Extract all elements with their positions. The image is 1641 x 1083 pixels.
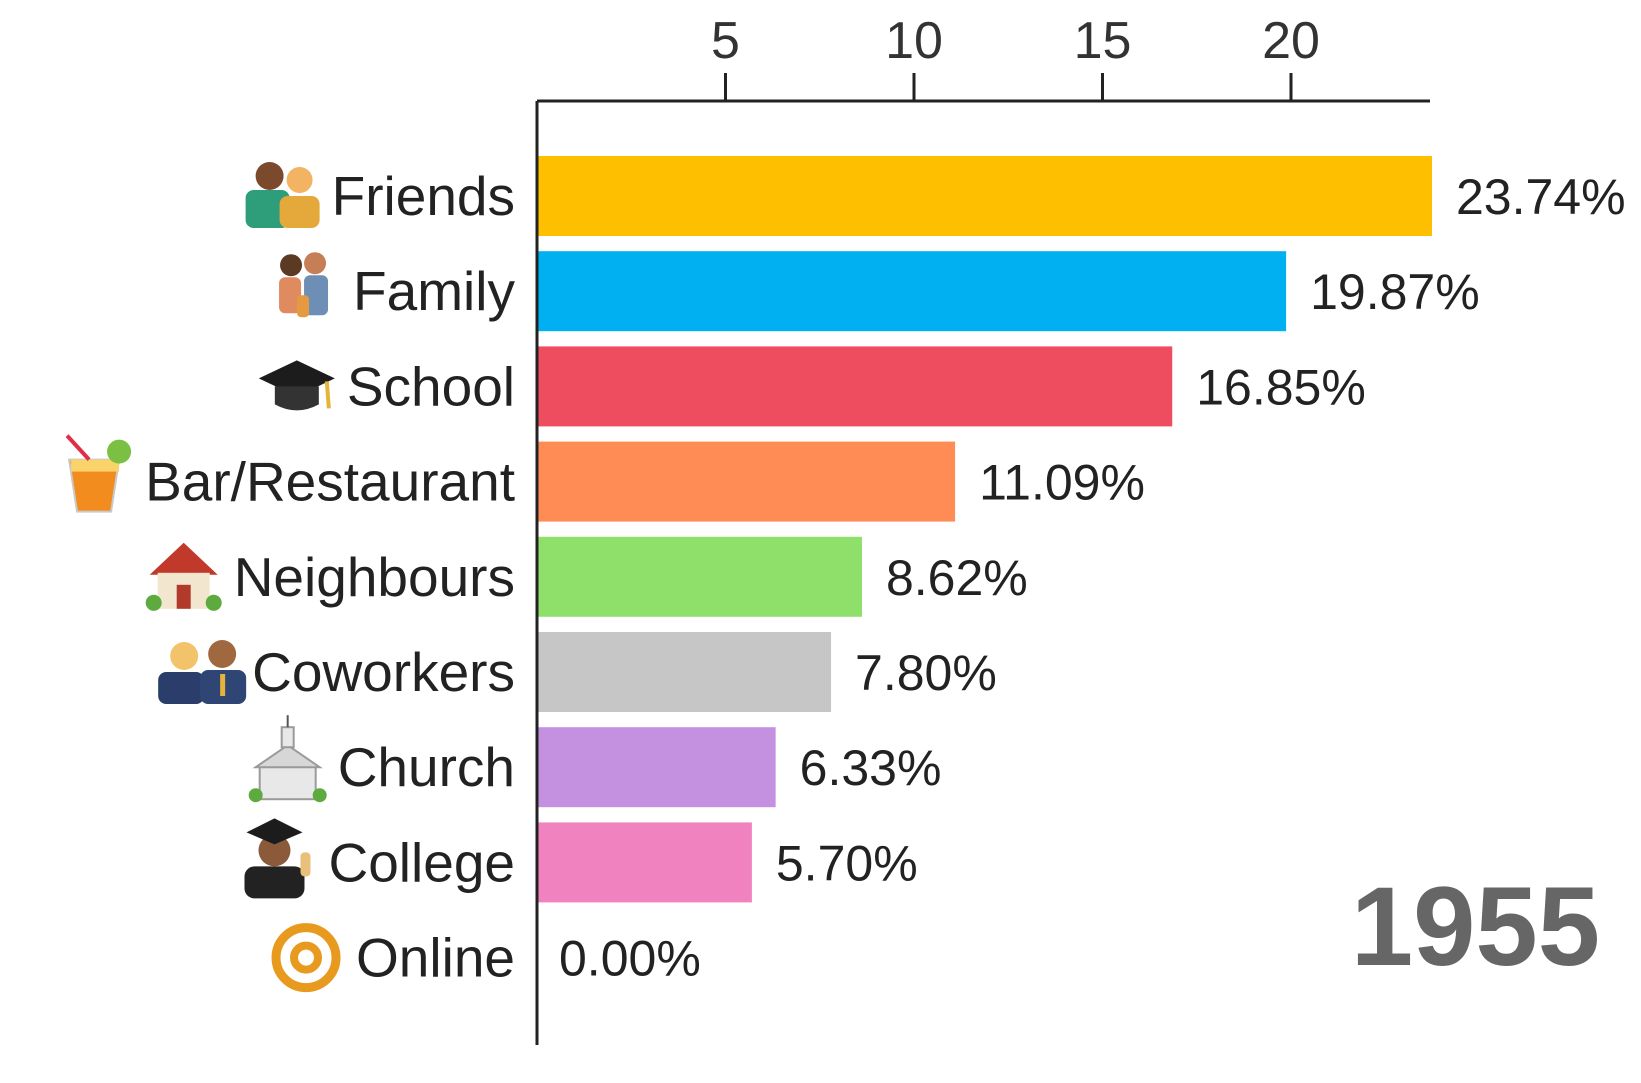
category-label: Church (338, 736, 515, 798)
bar-bar-restaurant (537, 441, 956, 522)
bar-church (537, 727, 776, 808)
graduation-cap-icon (258, 360, 335, 411)
bar-neighbours (537, 536, 862, 617)
bar-college (537, 822, 752, 903)
category-label: College (328, 831, 515, 893)
category-label: Bar/Restaurant (145, 451, 515, 513)
value-label: 7.80% (855, 645, 997, 701)
value-label: 19.87% (1310, 264, 1480, 320)
bar-school (537, 346, 1173, 427)
category-label: Friends (332, 165, 515, 227)
bars (537, 156, 1432, 903)
bar-friends (537, 156, 1432, 236)
value-label: 11.09% (979, 455, 1145, 511)
at-sign-icon (271, 923, 341, 993)
tropical-drink-icon (65, 434, 132, 513)
year-label: 1955 (1351, 864, 1600, 989)
x-tick-label: 15 (1074, 12, 1132, 70)
category-label: Family (353, 260, 515, 322)
category-icons (65, 162, 341, 993)
x-axis-ticks: 5 10 15 20 (711, 12, 1320, 101)
value-labels: 23.74% 19.87% 16.85% 11.09% 8.62% 7.80% 6.33% 5… (559, 169, 1626, 987)
value-label: 5.70% (776, 835, 918, 891)
x-tick-label: 10 (885, 12, 943, 70)
category-label: Coworkers (252, 641, 515, 703)
friends-icon (245, 162, 320, 228)
x-tick-label: 5 (711, 12, 740, 70)
coworkers-icon (158, 640, 247, 704)
category-label: School (347, 355, 515, 417)
bar-coworkers (537, 632, 832, 712)
graduate-icon (244, 818, 311, 899)
value-label: 0.00% (559, 931, 701, 987)
church-icon (248, 715, 327, 803)
x-tick-label: 20 (1262, 12, 1320, 70)
value-label: 8.62% (886, 550, 1028, 606)
family-icon (279, 252, 329, 318)
house-icon (145, 542, 222, 611)
value-label: 16.85% (1196, 359, 1366, 415)
bar-family (537, 251, 1287, 332)
category-labels: Friends Family School Bar/Restaurant Neighbo… (145, 165, 515, 989)
value-label: 23.74% (1456, 169, 1626, 225)
value-label: 6.33% (800, 740, 942, 796)
category-label: Online (356, 927, 515, 989)
category-label: Neighbours (234, 546, 515, 608)
